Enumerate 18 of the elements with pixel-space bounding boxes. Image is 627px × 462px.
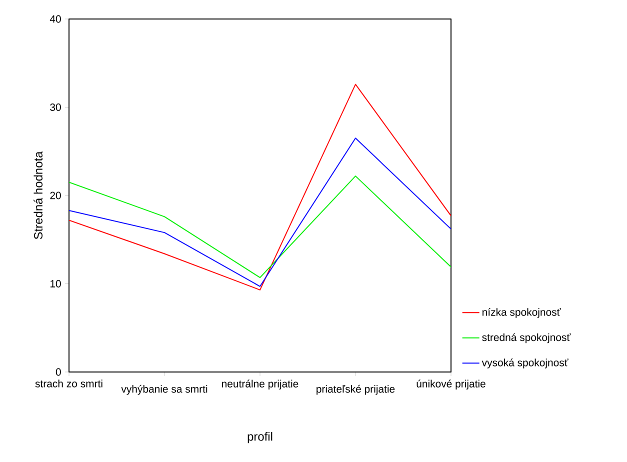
y-tick-label: 40: [50, 15, 61, 23]
y-tick-label: 20: [50, 192, 61, 200]
x-tick-label: neutrálne prijatie: [222, 380, 298, 390]
y-axis-title: Stredná hodnota: [34, 151, 43, 240]
legend-label: stredná spokojnosť: [482, 333, 571, 344]
x-tick-label: vyhýbanie sa smrti: [121, 384, 208, 395]
x-tick-label: priateľské prijatie: [316, 384, 395, 395]
x-tick-label: únikové prijatie: [416, 380, 486, 390]
x-axis-title: profil: [248, 432, 272, 444]
y-tick-label: 0: [56, 368, 61, 376]
x-tick-label: strach zo smrti: [35, 380, 102, 388]
line-series: [69, 176, 452, 278]
line-series: [69, 84, 452, 290]
legend-label: vysoká spokojnosť: [482, 358, 568, 368]
legend-label: nízka spokojnosť: [482, 308, 561, 318]
y-tick-label: 10: [50, 280, 61, 288]
line-series: [69, 138, 452, 287]
y-tick-label: 30: [50, 104, 61, 111]
